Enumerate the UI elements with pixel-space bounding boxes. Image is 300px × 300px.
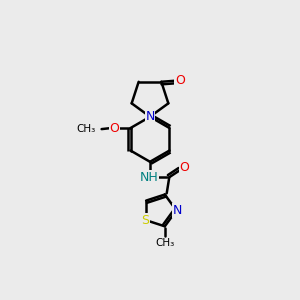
Text: S: S xyxy=(141,214,149,227)
Text: NH: NH xyxy=(140,171,158,184)
Text: CH₃: CH₃ xyxy=(155,238,174,248)
Text: O: O xyxy=(175,74,185,87)
Text: O: O xyxy=(179,161,189,174)
Text: CH₃: CH₃ xyxy=(76,124,96,134)
Text: N: N xyxy=(173,204,182,217)
Text: O: O xyxy=(110,122,119,134)
Text: N: N xyxy=(145,110,155,123)
